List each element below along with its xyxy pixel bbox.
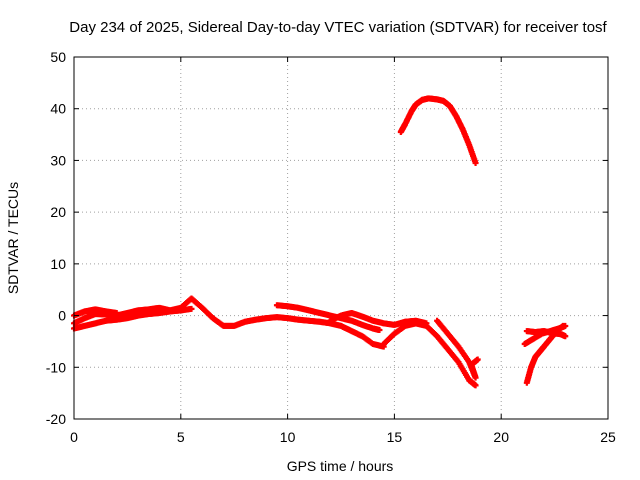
x-tick-label: 15 — [387, 429, 403, 445]
data-point — [562, 322, 569, 329]
plot-frame — [73, 56, 609, 420]
y-axis-ticks: -20 -10 0 10 20 30 40 50 — [46, 49, 608, 427]
data-point — [474, 356, 481, 363]
y-tick-label: -20 — [46, 411, 66, 427]
x-tick-label: 25 — [600, 429, 616, 445]
y-tick-label: 0 — [58, 308, 66, 324]
grid — [74, 57, 608, 419]
x-axis-ticks: 0 5 10 15 20 25 — [70, 57, 616, 445]
y-tick-label: 20 — [50, 204, 66, 220]
data-points — [71, 95, 569, 389]
y-tick-label: 40 — [50, 101, 66, 117]
x-tick-label: 20 — [493, 429, 509, 445]
y-tick-label: 30 — [50, 152, 66, 168]
data-point — [188, 305, 195, 312]
data-point — [113, 309, 120, 316]
y-tick-label: 50 — [50, 49, 66, 65]
data-point — [472, 382, 479, 389]
x-tick-label: 5 — [177, 429, 185, 445]
data-point — [376, 327, 383, 334]
data-point — [472, 160, 479, 167]
x-tick-label: 0 — [70, 429, 78, 445]
y-tick-label: 10 — [50, 256, 66, 272]
data-point — [562, 333, 569, 340]
x-axis-label: GPS time / hours — [287, 458, 394, 474]
y-axis-label: SDTVAR / TECUs — [5, 182, 21, 294]
y-tick-label: -10 — [46, 359, 66, 375]
chart-title: Day 234 of 2025, Sidereal Day-to-day VTE… — [69, 19, 607, 36]
x-tick-label: 10 — [280, 429, 296, 445]
